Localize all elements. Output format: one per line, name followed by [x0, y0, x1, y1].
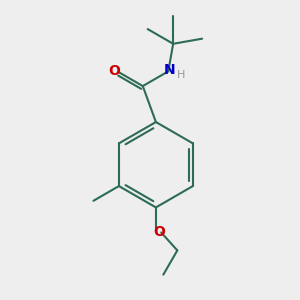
Text: N: N — [164, 63, 176, 77]
Text: O: O — [109, 64, 121, 78]
Text: O: O — [154, 225, 165, 239]
Text: H: H — [176, 70, 185, 80]
